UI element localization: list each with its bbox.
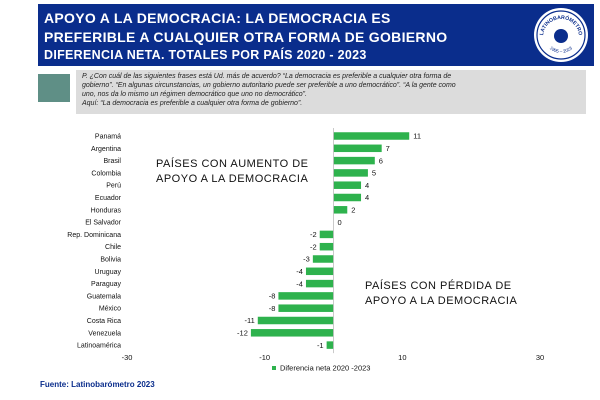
data-label: 11 (413, 132, 421, 141)
data-label: -8 (269, 304, 276, 313)
category-label: Brasil (103, 158, 121, 165)
data-label: 5 (372, 169, 376, 178)
category-label: Guatemala (87, 293, 121, 300)
bar-panam- (333, 132, 410, 140)
data-label: -11 (244, 316, 254, 325)
bar-per- (333, 181, 362, 189)
category-label: Argentina (91, 146, 121, 153)
bar-brasil (333, 156, 375, 165)
question-line-4: Aquí: “La democracia es preferible a cua… (82, 100, 303, 107)
data-label: 6 (379, 156, 383, 165)
bar-uruguay (305, 267, 334, 276)
data-label: -1 (317, 341, 324, 350)
category-label: Paraguay (91, 281, 121, 288)
data-label: 7 (386, 144, 390, 153)
bar-honduras (333, 206, 348, 214)
category-label: Ecuador (95, 195, 122, 202)
bar-chart: Panamá 11 Argentina 7 Brasil 6 Colombia 5 Perú 4 E… (67, 128, 544, 373)
bar-bolivia (312, 255, 334, 263)
x-tick-label: 30 (536, 353, 544, 362)
bar-paraguay (305, 279, 334, 288)
category-label: Panamá (95, 134, 121, 141)
annotation-decrease-line-1: PAÍSES CON PÉRDIDA DE (365, 280, 512, 292)
annotation-increase-line-1: PAÍSES CON AUMENTO DE (156, 158, 309, 170)
title-line-1: APOYO A LA DEMOCRACIA: LA DEMOCRACIA ES (44, 10, 391, 26)
annotation-increase: PAÍSES CON AUMENTO DE APOYO A LA DEMOCRA… (156, 157, 309, 187)
annotation-increase-line-2: APOYO A LA DEMOCRACIA (156, 173, 309, 185)
bar-ecuador (333, 193, 362, 202)
category-label: Chile (105, 244, 121, 251)
data-label: -3 (303, 255, 310, 264)
decorative-square (38, 74, 70, 102)
data-label: -2 (310, 242, 317, 251)
source-note: Fuente: Latinobarómetro 2023 (40, 380, 155, 389)
title-line-3: DIFERENCIA NETA. TOTALES POR PAÍS 2020 -… (44, 48, 367, 62)
category-label: Uruguay (95, 269, 122, 276)
legend-label: Diferencia neta 2020 -2023 (280, 364, 370, 373)
category-label: Venezuela (88, 330, 121, 337)
x-tick-label: -30 (122, 353, 133, 362)
category-label: Bolivia (100, 257, 121, 264)
category-label: Rep. Dominicana (67, 232, 121, 239)
data-label: -4 (296, 267, 303, 276)
data-label: -12 (237, 329, 248, 338)
header-banner: APOYO A LA DEMOCRACIA: LA DEMOCRACIA ES … (38, 4, 594, 66)
data-label: -4 (296, 279, 303, 288)
category-label: Costa Rica (87, 318, 121, 325)
bar-venezuela (250, 329, 334, 337)
bar-costa-rica (257, 316, 334, 325)
bar-colombia (333, 169, 368, 177)
data-label: 4 (365, 193, 369, 202)
survey-question: P. ¿Con cuál de las siguientes frases es… (76, 70, 586, 114)
category-label: Perú (106, 183, 121, 190)
category-label: Latinoamérica (77, 343, 121, 350)
bar-m-xico (278, 304, 334, 312)
x-tick-label: 10 (398, 353, 406, 362)
question-line-2: gobierno”. “En algunas circunstancias, u… (82, 82, 456, 89)
question-line-1: P. ¿Con cuál de las siguientes frases es… (82, 73, 452, 80)
bar-chile (319, 242, 334, 251)
data-label: -2 (310, 230, 317, 239)
title-line-2: PREFERIBLE A CUALQUIER OTRA FORMA DE GOB… (44, 29, 448, 45)
category-label: Colombia (91, 170, 121, 177)
annotation-decrease-line-2: APOYO A LA DEMOCRACIA (365, 295, 518, 307)
data-label: -8 (269, 292, 276, 301)
logo-years: 1995 – 2023 (549, 45, 574, 54)
category-label: El Salvador (85, 220, 121, 227)
category-label: México (99, 306, 121, 313)
data-label: 0 (338, 218, 342, 227)
x-tick-label: -10 (259, 353, 270, 362)
data-label: 2 (351, 206, 355, 215)
category-label: Honduras (91, 207, 122, 214)
svg-text:1995 – 2023: 1995 – 2023 (549, 45, 574, 54)
legend-marker (272, 366, 276, 370)
bar-latinoam-rica (326, 341, 334, 349)
latinobarometro-logo: LATINOBARÓMETRO 1995 – 2023 (534, 8, 588, 62)
bar-rep-dominicana (319, 230, 334, 239)
data-label: 4 (365, 181, 369, 190)
bar-argentina (333, 144, 382, 153)
question-line-3: uno, nos da lo mismo un régimen democrát… (82, 91, 307, 98)
bar-guatemala (278, 292, 334, 300)
annotation-decrease: PAÍSES CON PÉRDIDA DE APOYO A LA DEMOCRA… (365, 279, 517, 309)
